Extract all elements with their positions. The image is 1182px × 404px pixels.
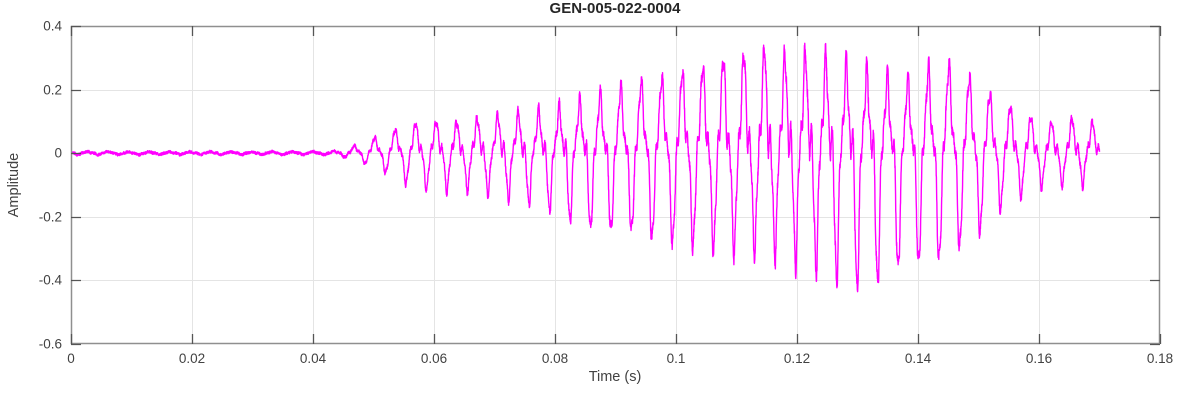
x-axis-label: Time (s) [588, 369, 642, 385]
x-tick-label: 0.1 [666, 351, 686, 366]
y-axis-label: Amplitude [6, 152, 22, 218]
x-tick-label: 0 [67, 351, 75, 366]
x-tick-label: 0.16 [1025, 351, 1053, 366]
x-tick-label: 0.02 [178, 351, 206, 366]
x-tick-label: 0.18 [1146, 351, 1174, 366]
x-tick-label: 0.04 [299, 351, 327, 366]
x-tick-label: 0.12 [783, 351, 811, 366]
y-tick-label: -0.4 [38, 272, 62, 288]
y-tick-label: -0.6 [38, 336, 62, 352]
x-tick-label: 0.06 [420, 351, 448, 366]
y-tick-label: 0.4 [43, 18, 62, 34]
x-tick-label: 0.14 [904, 351, 932, 366]
x-tick-label: 0.08 [541, 351, 569, 366]
chart-title: GEN-005-022-0004 [549, 0, 681, 17]
y-tick-label: 0.2 [43, 82, 62, 98]
y-tick-label: 0 [54, 145, 62, 161]
y-tick-label: -0.2 [38, 209, 62, 225]
